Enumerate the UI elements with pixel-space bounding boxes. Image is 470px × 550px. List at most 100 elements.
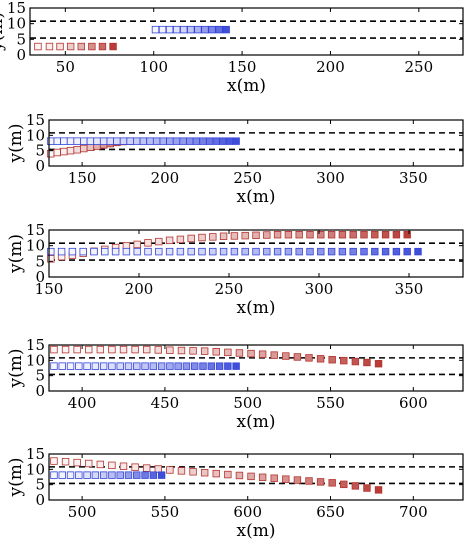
y-tick-label: 10 [26, 126, 45, 144]
point-red [284, 230, 293, 239]
y-tick-label: 15 [26, 111, 45, 129]
y-tick-label: 5 [35, 142, 45, 160]
point-blue [116, 362, 124, 370]
point-blue [215, 362, 224, 370]
y-tick-label: 10 [26, 351, 45, 369]
point-blue [212, 137, 220, 145]
point-red [270, 351, 278, 359]
point-blue [349, 247, 357, 256]
point-blue [187, 25, 195, 34]
point-red [219, 232, 228, 240]
x-tick-label: 650 [316, 503, 345, 521]
point-red [363, 358, 371, 367]
point-red [187, 234, 195, 243]
point-red [198, 233, 206, 242]
point-blue [192, 137, 201, 145]
point-red [88, 42, 96, 51]
point-blue [75, 471, 83, 479]
point-blue [58, 471, 66, 479]
point-red [154, 465, 162, 473]
point-blue [241, 247, 249, 256]
point-red [247, 472, 255, 481]
point-red [212, 348, 220, 356]
point-red [258, 473, 267, 482]
y-tick-label: 5 [35, 367, 45, 385]
point-blue [146, 137, 154, 145]
x-axis-label: x(m) [237, 412, 276, 432]
point-blue [360, 247, 368, 256]
point-blue [133, 471, 141, 479]
point-red [230, 232, 239, 240]
point-blue [166, 362, 174, 370]
point-blue [111, 247, 120, 256]
point-blue [66, 471, 75, 479]
point-blue [86, 137, 95, 145]
point-blue [225, 137, 234, 145]
point-red [282, 475, 290, 483]
point-red [73, 345, 81, 354]
x-tick-label: 600 [399, 394, 428, 412]
point-blue [73, 137, 81, 145]
point-red [212, 469, 220, 478]
x-tick-label: 150 [68, 169, 97, 187]
point-blue [158, 25, 167, 34]
axes-box [48, 344, 464, 392]
point-blue [295, 247, 303, 256]
x-tick-label: 50 [56, 58, 75, 76]
x-tick-label: 550 [316, 394, 345, 412]
point-red [177, 467, 186, 475]
point-red [119, 345, 128, 354]
point-blue [371, 247, 379, 256]
point-red [165, 236, 174, 245]
point-blue [90, 247, 98, 256]
axes-box [48, 229, 464, 278]
x-tick-label: 500 [233, 394, 262, 412]
point-blue [199, 362, 207, 370]
point-red [235, 349, 244, 357]
point-red [143, 345, 151, 354]
point-red [306, 230, 314, 239]
point-red [293, 353, 302, 361]
point-red [328, 356, 336, 364]
point-blue [60, 137, 68, 145]
point-blue [232, 362, 240, 370]
point-blue [139, 137, 148, 145]
point-blue [99, 471, 108, 479]
x-tick-label: 250 [404, 58, 433, 76]
point-red [166, 466, 174, 474]
point-blue [149, 362, 158, 370]
point-red [34, 42, 42, 51]
point-red [241, 231, 249, 240]
point-red [403, 230, 411, 239]
axes-box [48, 119, 464, 167]
point-red [133, 240, 141, 249]
point-blue [194, 25, 202, 34]
point-blue [263, 247, 271, 256]
point-blue [99, 137, 108, 145]
x-tick-label: 150 [228, 58, 257, 76]
point-blue [201, 25, 209, 34]
point-red [98, 42, 107, 51]
point-red [273, 230, 282, 239]
point-blue [230, 247, 239, 256]
point-blue [152, 137, 161, 145]
y-tick-label: 0 [35, 491, 45, 509]
point-red [73, 458, 81, 467]
y-tick-label: 0 [35, 382, 45, 400]
x-tick-label: 300 [316, 169, 345, 187]
point-red [73, 146, 81, 154]
point-blue [172, 25, 181, 34]
point-red [56, 42, 64, 51]
point-blue [207, 362, 215, 370]
point-red [282, 352, 290, 360]
point-blue [66, 137, 75, 145]
point-red [200, 469, 209, 477]
point-blue [126, 137, 134, 145]
point-red [85, 345, 93, 354]
point-blue [317, 247, 325, 256]
point-blue [198, 247, 206, 256]
point-red [80, 144, 88, 153]
point-red [177, 346, 186, 355]
point-red [77, 42, 85, 51]
